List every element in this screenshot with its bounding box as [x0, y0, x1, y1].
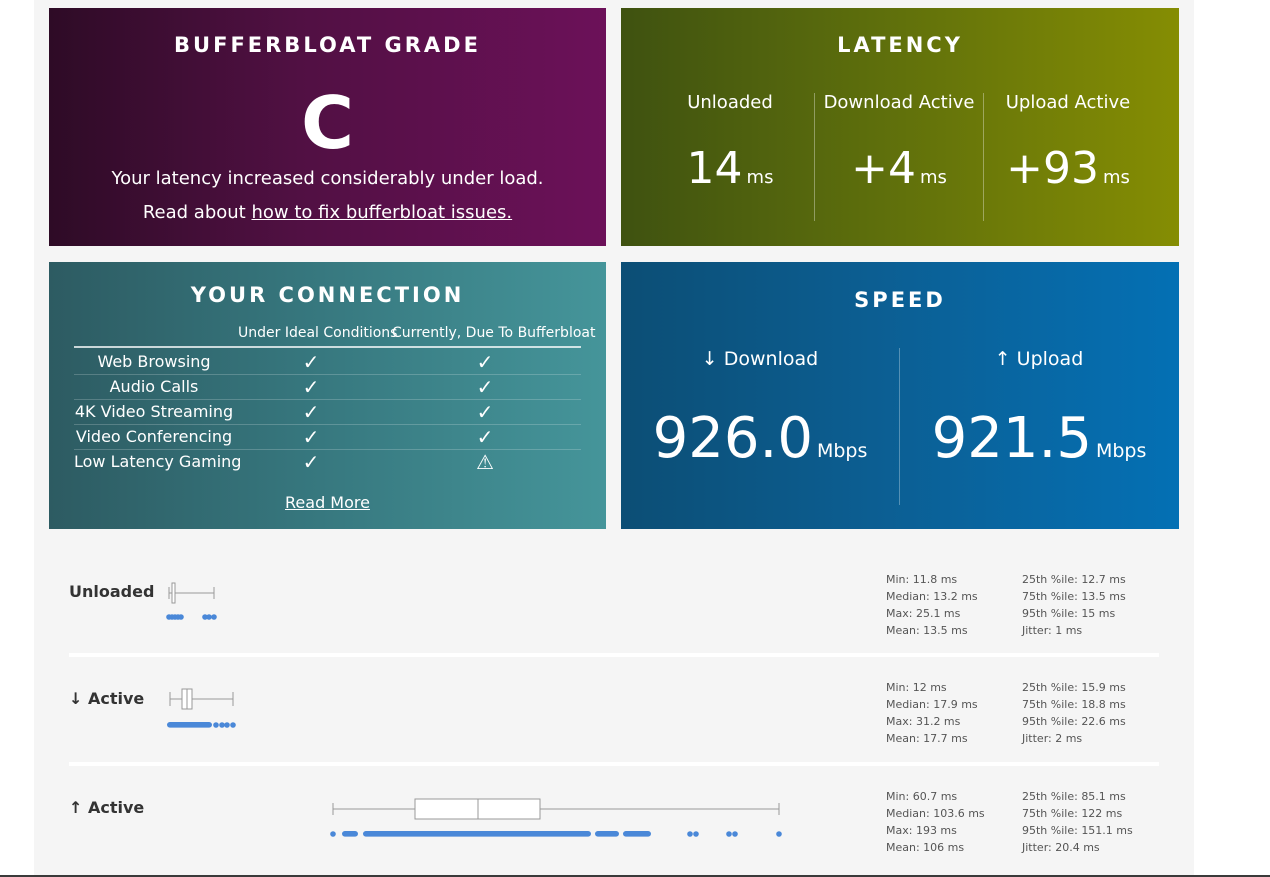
stat-25th: 25th %ile: 15.9 ms — [1022, 681, 1126, 694]
connection-row: Audio Calls ✓ ✓ — [74, 375, 581, 400]
check-icon: ✓ — [302, 350, 320, 374]
latency-value: +93 — [1006, 143, 1099, 194]
activity-name: Web Browsing — [97, 352, 211, 371]
unloaded-boxplot — [166, 582, 217, 620]
check-icon: ✓ — [302, 375, 320, 399]
stat-95th: 95th %ile: 15 ms — [1022, 607, 1116, 620]
column-header-ideal: Under Ideal Conditions — [238, 325, 398, 341]
stat-max: Max: 193 ms — [886, 824, 957, 837]
download-active-boxplot — [167, 688, 236, 728]
upload-active-stats-right: 25th %ile: 85.1 ms 75th %ile: 122 ms 95t… — [1022, 788, 1133, 856]
activity-name: Audio Calls — [109, 377, 199, 396]
column-header-current: Currently, Due To Bufferbloat — [392, 325, 596, 341]
bufferbloat-grade-card: BUFFERBLOAT GRADE C Your latency increas… — [49, 8, 606, 246]
unloaded-stats-left: Min: 11.8 ms Median: 13.2 ms Max: 25.1 m… — [886, 571, 978, 639]
download-unit: Mbps — [816, 440, 868, 462]
activity-name: 4K Video Streaming — [74, 402, 234, 421]
upload-unit: Mbps — [1095, 440, 1147, 462]
stat-25th: 25th %ile: 85.1 ms — [1022, 790, 1126, 803]
grade-link-prefix: Read about — [142, 202, 252, 223]
grade-description: Your latency increased considerably unde… — [111, 168, 544, 189]
unloaded-distribution-label: Unloaded — [69, 582, 155, 601]
latency-divider — [814, 93, 815, 221]
stat-25th: 25th %ile: 12.7 ms — [1022, 573, 1126, 586]
row-separator — [69, 653, 1159, 657]
connection-row: 4K Video Streaming ✓ ✓ — [74, 400, 581, 425]
stat-min: Min: 11.8 ms — [886, 573, 958, 586]
connection-row: Web Browsing ✓ ✓ — [74, 350, 581, 375]
latency-unloaded: Unloaded 14 ms — [645, 92, 815, 194]
connection-card-title: YOUR CONNECTION — [190, 283, 465, 307]
speed-card: SPEED ↓ Download 926.0 Mbps ↑ Upload 921.… — [621, 262, 1179, 529]
stat-jitter: Jitter: 2 ms — [1022, 732, 1083, 745]
row-separator — [69, 762, 1159, 766]
stat-median: Median: 103.6 ms — [886, 807, 985, 820]
stat-mean: Mean: 106 ms — [886, 841, 965, 854]
latency-value: 14 — [686, 143, 743, 194]
stat-jitter: Jitter: 1 ms — [1022, 624, 1083, 637]
speed-card-title: SPEED — [854, 288, 946, 312]
download-speed: ↓ Download 926.0 Mbps — [621, 348, 899, 471]
activity-name: Low Latency Gaming — [74, 452, 242, 471]
unloaded-stats-right: 25th %ile: 12.7 ms 75th %ile: 13.5 ms 95… — [1022, 571, 1126, 639]
stat-median: Median: 13.2 ms — [886, 590, 978, 603]
latency-unit: ms — [919, 167, 947, 188]
stat-75th: 75th %ile: 13.5 ms — [1022, 590, 1126, 603]
latency-unit: ms — [1102, 167, 1130, 188]
upload-speed: ↑ Upload 921.5 Mbps — [900, 348, 1178, 471]
latency-divider — [983, 93, 984, 221]
stat-max: Max: 31.2 ms — [886, 715, 961, 728]
latency-label: Upload Active — [1005, 92, 1131, 113]
stat-max: Max: 25.1 ms — [886, 607, 961, 620]
check-icon: ✓ — [476, 350, 494, 374]
upload-active-distribution-label: ↑ Active — [69, 798, 145, 817]
speed-divider — [899, 348, 900, 505]
activity-name: Video Conferencing — [75, 427, 233, 446]
header-rule — [74, 346, 581, 348]
stat-95th: 95th %ile: 151.1 ms — [1022, 824, 1133, 837]
upload-value: 921.5 — [931, 406, 1092, 471]
stat-75th: 75th %ile: 122 ms — [1022, 807, 1123, 820]
check-icon: ✓ — [302, 450, 320, 474]
latency-unit: ms — [746, 167, 774, 188]
connection-row: Video Conferencing ✓ ✓ — [74, 425, 581, 450]
warning-icon: ⚠ — [476, 450, 494, 474]
download-active-distribution-label: ↓ Active — [69, 689, 145, 708]
stat-95th: 95th %ile: 22.6 ms — [1022, 715, 1126, 728]
latency-card-title: LATENCY — [837, 33, 963, 57]
bottom-border — [0, 875, 1270, 877]
check-icon: ✓ — [302, 400, 320, 424]
latency-value: +4 — [851, 143, 916, 194]
download-label: ↓ Download — [701, 348, 819, 370]
your-connection-card: YOUR CONNECTION Under Ideal Conditions C… — [49, 262, 606, 529]
fix-bufferbloat-link[interactable]: how to fix bufferbloat issues. — [251, 202, 513, 223]
grade-card-title: BUFFERBLOAT GRADE — [174, 33, 481, 57]
stat-min: Min: 60.7 ms — [886, 790, 958, 803]
upload-active-boxplot — [330, 798, 782, 837]
check-icon: ✓ — [302, 425, 320, 449]
download-active-stats-left: Min: 12 ms Median: 17.9 ms Max: 31.2 ms … — [886, 679, 978, 747]
download-value: 926.0 — [652, 406, 813, 471]
upload-active-stats-left: Min: 60.7 ms Median: 103.6 ms Max: 193 m… — [886, 788, 985, 856]
stat-mean: Mean: 13.5 ms — [886, 624, 968, 637]
latency-download-active: Download Active +4 ms — [814, 92, 984, 194]
check-icon: ✓ — [476, 400, 494, 424]
upload-label: ↑ Upload — [994, 348, 1084, 370]
latency-card: LATENCY Unloaded 14 ms Download Active +4… — [621, 8, 1179, 246]
latency-upload-active: Upload Active +93 ms — [983, 92, 1153, 194]
stat-min: Min: 12 ms — [886, 681, 947, 694]
check-icon: ✓ — [476, 375, 494, 399]
read-more-link[interactable]: Read More — [285, 493, 370, 512]
connection-row: Low Latency Gaming ✓ ⚠ — [74, 450, 581, 475]
grade-letter: C — [301, 81, 354, 165]
check-icon: ✓ — [476, 425, 494, 449]
latency-label: Download Active — [823, 92, 975, 113]
stat-median: Median: 17.9 ms — [886, 698, 978, 711]
latency-label: Unloaded — [687, 92, 773, 113]
stat-mean: Mean: 17.7 ms — [886, 732, 968, 745]
download-active-stats-right: 25th %ile: 15.9 ms 75th %ile: 18.8 ms 95… — [1022, 679, 1126, 747]
grade-link-line: Read about how to fix bufferbloat issues… — [49, 202, 606, 223]
stat-jitter: Jitter: 20.4 ms — [1022, 841, 1100, 854]
stat-75th: 75th %ile: 18.8 ms — [1022, 698, 1126, 711]
